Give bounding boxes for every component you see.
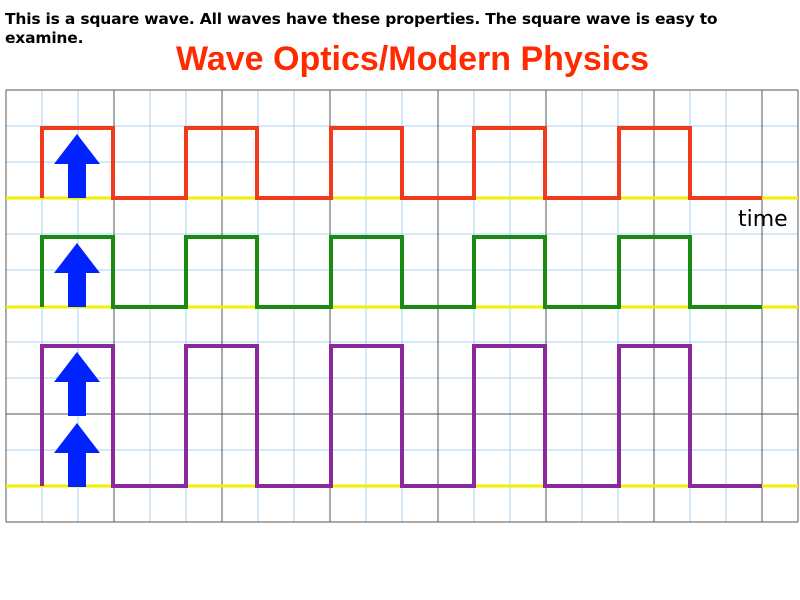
purple-wave <box>40 344 762 488</box>
time-axis-label: time <box>738 207 788 232</box>
up-arrow-icon <box>54 134 100 198</box>
arrows <box>54 134 100 487</box>
intro-text: This is a square wave. All waves have th… <box>5 10 718 47</box>
red-wave <box>40 126 762 200</box>
green-wave <box>40 235 762 309</box>
up-arrow-icon <box>54 423 100 487</box>
page-title: Wave Optics/Modern Physics <box>176 40 649 78</box>
waves <box>40 126 762 488</box>
up-arrow-icon <box>54 352 100 416</box>
up-arrow-icon <box>54 243 100 307</box>
